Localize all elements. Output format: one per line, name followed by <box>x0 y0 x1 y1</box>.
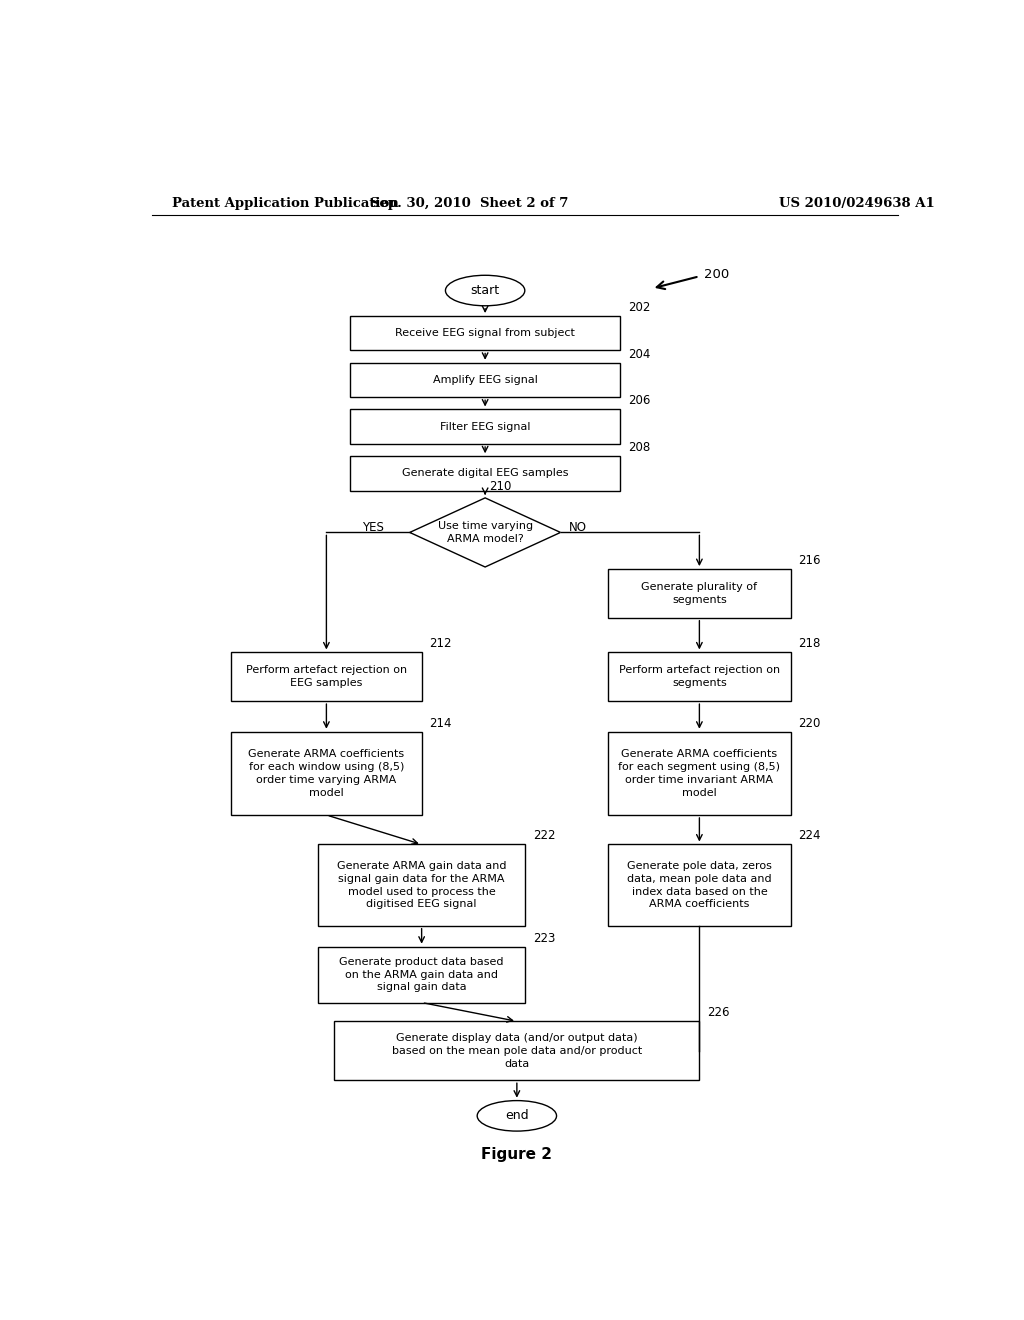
Text: 218: 218 <box>799 638 821 651</box>
Text: Generate ARMA coefficients
for each window using (8,5)
order time varying ARMA
m: Generate ARMA coefficients for each wind… <box>249 750 404 797</box>
Text: start: start <box>471 284 500 297</box>
Text: Generate ARMA gain data and
signal gain data for the ARMA
model used to process : Generate ARMA gain data and signal gain … <box>337 861 507 909</box>
Text: 204: 204 <box>628 347 650 360</box>
FancyBboxPatch shape <box>318 946 524 1002</box>
Text: 222: 222 <box>532 829 555 842</box>
FancyBboxPatch shape <box>231 731 422 814</box>
Text: Figure 2: Figure 2 <box>481 1147 552 1162</box>
Text: 206: 206 <box>628 395 650 408</box>
FancyBboxPatch shape <box>350 409 621 444</box>
FancyBboxPatch shape <box>350 363 621 397</box>
Text: YES: YES <box>362 521 384 533</box>
Text: 226: 226 <box>708 1006 730 1019</box>
Text: Use time varying
ARMA model?: Use time varying ARMA model? <box>437 521 532 544</box>
FancyBboxPatch shape <box>608 845 791 925</box>
FancyBboxPatch shape <box>608 569 791 618</box>
Text: 208: 208 <box>628 441 650 454</box>
Text: 212: 212 <box>430 638 452 651</box>
Text: 224: 224 <box>799 829 821 842</box>
Text: 216: 216 <box>799 554 821 568</box>
Text: Generate digital EEG samples: Generate digital EEG samples <box>401 469 568 478</box>
Text: 214: 214 <box>430 717 452 730</box>
Text: Receive EEG signal from subject: Receive EEG signal from subject <box>395 329 575 338</box>
Text: NO: NO <box>568 521 587 533</box>
Text: 200: 200 <box>705 268 729 281</box>
FancyBboxPatch shape <box>350 457 621 491</box>
Ellipse shape <box>445 276 524 306</box>
Text: Generate ARMA coefficients
for each segment using (8,5)
order time invariant ARM: Generate ARMA coefficients for each segm… <box>618 750 780 797</box>
Text: Perform artefact rejection on
segments: Perform artefact rejection on segments <box>618 665 780 688</box>
Text: US 2010/0249638 A1: US 2010/0249638 A1 <box>778 197 935 210</box>
Text: Patent Application Publication: Patent Application Publication <box>172 197 398 210</box>
Text: 220: 220 <box>799 717 821 730</box>
FancyBboxPatch shape <box>231 652 422 701</box>
Polygon shape <box>410 498 560 568</box>
Text: Amplify EEG signal: Amplify EEG signal <box>433 375 538 385</box>
Text: Filter EEG signal: Filter EEG signal <box>440 421 530 432</box>
FancyBboxPatch shape <box>608 731 791 814</box>
Text: Generate pole data, zeros
data, mean pole data and
index data based on the
ARMA : Generate pole data, zeros data, mean pol… <box>627 861 772 909</box>
Text: Perform artefact rejection on
EEG samples: Perform artefact rejection on EEG sample… <box>246 665 407 688</box>
FancyBboxPatch shape <box>334 1022 699 1080</box>
Text: 202: 202 <box>628 301 650 314</box>
FancyBboxPatch shape <box>350 315 621 351</box>
FancyBboxPatch shape <box>318 845 524 925</box>
Ellipse shape <box>477 1101 557 1131</box>
Text: end: end <box>505 1109 528 1122</box>
FancyBboxPatch shape <box>608 652 791 701</box>
Text: Generate plurality of
segments: Generate plurality of segments <box>641 582 758 605</box>
Text: Generate product data based
on the ARMA gain data and
signal gain data: Generate product data based on the ARMA … <box>339 957 504 993</box>
Text: Generate display data (and/or output data)
based on the mean pole data and/or pr: Generate display data (and/or output dat… <box>392 1034 642 1069</box>
Text: 210: 210 <box>489 479 511 492</box>
Text: Sep. 30, 2010  Sheet 2 of 7: Sep. 30, 2010 Sheet 2 of 7 <box>370 197 568 210</box>
Text: 223: 223 <box>532 932 555 945</box>
